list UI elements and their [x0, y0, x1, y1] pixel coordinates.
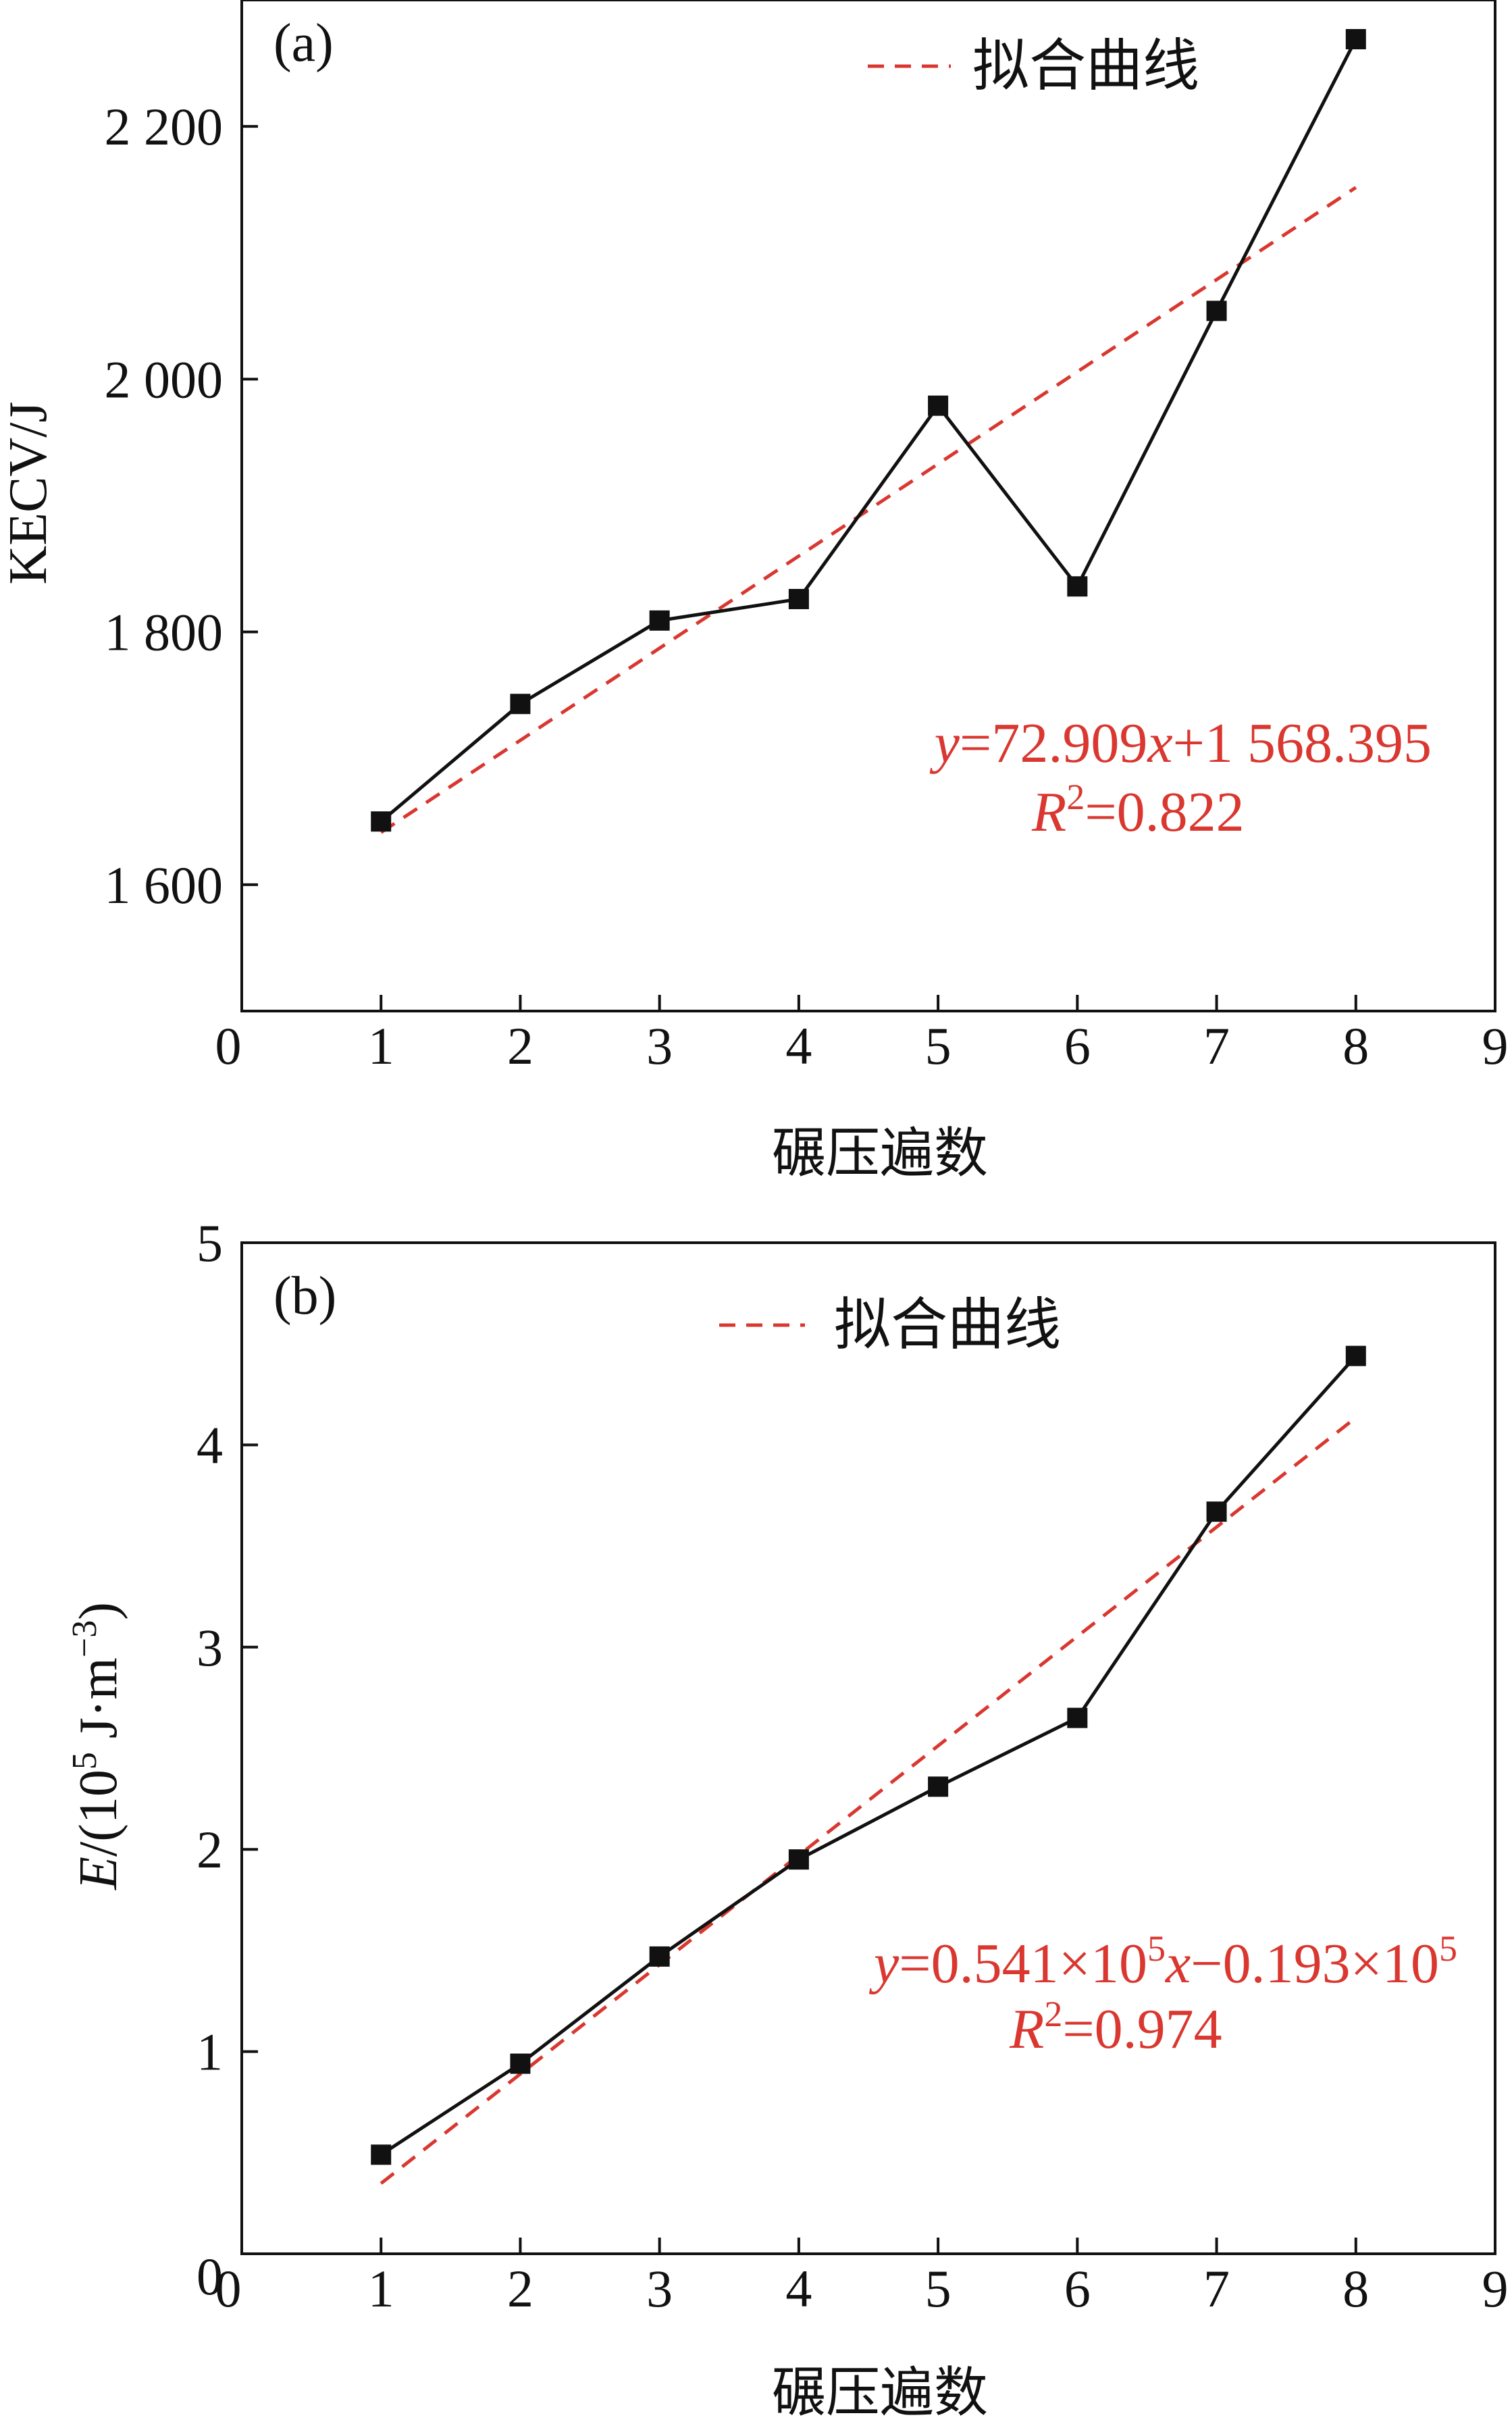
r-squared-text-b: R2=0.974 — [1009, 1994, 1222, 2061]
data-point-marker — [1345, 1345, 1366, 1366]
plot-frame-a — [240, 0, 1496, 1012]
y-tick-label: 1 800 — [105, 603, 224, 662]
chart-panel-b: 0 1 2 3 4 5 6 7 8 9 0 1 2 3 4 5 (b) 拟合曲线 y=0.541×105x−… — [66, 1214, 1509, 2423]
y-tick-label: 5 — [197, 1214, 223, 1272]
x-tick-label: 4 — [785, 1016, 812, 1075]
data-point-marker — [788, 1849, 809, 1870]
y-tick-label: 1 — [197, 2023, 223, 2082]
equation-text-a: y=72.909x+1 568.395 — [929, 712, 1432, 775]
y-axis-ticks-b: 0 1 2 3 4 5 — [197, 1214, 258, 2306]
y-tick-label: 1 600 — [105, 856, 224, 914]
legend-label-a: 拟合曲线 — [972, 35, 1199, 98]
data-point-marker — [510, 694, 531, 715]
x-tick-label: 5 — [925, 2259, 951, 2318]
data-point-marker — [510, 2053, 531, 2074]
y-tick-label: 2 000 — [105, 350, 224, 409]
data-point-marker — [788, 588, 809, 609]
legend-b: 拟合曲线 — [719, 1294, 1061, 1357]
x-tick-label: 2 — [507, 2259, 533, 2318]
x-axis-ticks-b: 0 1 2 3 4 5 6 7 8 9 — [215, 2238, 1509, 2318]
panel-label-a: (a) — [273, 14, 334, 73]
x-tick-label: 9 — [1482, 1016, 1509, 1075]
x-tick-label: 6 — [1064, 2259, 1091, 2318]
panel-label-b: (b) — [273, 1266, 336, 1326]
data-point-marker — [1067, 1707, 1088, 1728]
x-tick-label: 8 — [1342, 1016, 1369, 1075]
fit-line — [380, 186, 1357, 834]
legend-a: 拟合曲线 — [868, 35, 1199, 98]
data-point-marker — [928, 1776, 949, 1797]
x-tick-label: 5 — [925, 1016, 951, 1075]
data-series-a — [371, 29, 1366, 832]
x-tick-label: 7 — [1203, 1016, 1230, 1075]
data-point-marker — [1067, 576, 1088, 597]
y-axis-title-a: KECV/J — [0, 401, 58, 584]
data-point-marker — [649, 610, 670, 631]
y-tick-label: 2 200 — [105, 97, 224, 156]
equation-text-b: y=0.541×105x−0.193×105 — [868, 1928, 1457, 1995]
x-tick-label: 8 — [1342, 2259, 1369, 2318]
data-series-b — [371, 1345, 1366, 2165]
x-tick-label: 1 — [368, 2259, 394, 2318]
x-tick-label: 0 — [215, 1016, 242, 1075]
data-point-marker — [1345, 29, 1366, 50]
data-point-marker — [928, 395, 949, 416]
data-point-marker — [649, 1946, 670, 1967]
x-tick-label: 0 — [215, 2259, 242, 2318]
data-point-marker — [371, 2144, 392, 2165]
data-point-marker — [371, 811, 392, 832]
y-tick-label: 0 — [197, 2247, 223, 2306]
data-point-marker — [1206, 1501, 1227, 1522]
chart-panel-a: 0 1 2 3 4 5 6 7 8 9 1 600 1 800 2 000 2 200 (a) 拟合曲线… — [0, 0, 1509, 1184]
fit-equation-b: y=0.541×105x−0.193×105 R2=0.974 — [868, 1928, 1457, 2061]
x-tick-label: 4 — [785, 2259, 812, 2318]
x-axis-ticks-a: 0 1 2 3 4 5 6 7 8 9 — [215, 995, 1509, 1075]
y-tick-label: 3 — [197, 1618, 223, 1677]
x-tick-label: 3 — [646, 1016, 673, 1075]
fit-line-a — [380, 186, 1357, 834]
y-axis-ticks-a: 1 600 1 800 2 000 2 200 — [105, 97, 258, 914]
data-point-marker — [1206, 301, 1227, 321]
x-tick-label: 3 — [646, 2259, 673, 2318]
plot-frame-b — [240, 1241, 1496, 2255]
y-tick-label: 4 — [197, 1416, 223, 1474]
x-tick-label: 2 — [507, 1016, 533, 1075]
y-axis-title-b: E/(105 J·m−3) — [66, 1602, 128, 1890]
fit-equation-a: y=72.909x+1 568.395 R2=0.822 — [929, 712, 1432, 844]
legend-label-b: 拟合曲线 — [834, 1294, 1061, 1357]
y-tick-label: 2 — [197, 1820, 223, 1879]
series-line — [380, 38, 1358, 823]
x-axis-title-a: 碾压遍数 — [772, 1125, 988, 1184]
x-tick-label: 7 — [1203, 2259, 1230, 2318]
series-line — [380, 1354, 1357, 2157]
r-squared-text-a: R2=0.822 — [1031, 777, 1245, 844]
x-tick-label: 9 — [1482, 2259, 1509, 2318]
x-tick-label: 1 — [368, 1016, 394, 1075]
x-axis-title-b: 碾压遍数 — [772, 2364, 988, 2423]
x-tick-label: 6 — [1064, 1016, 1091, 1075]
